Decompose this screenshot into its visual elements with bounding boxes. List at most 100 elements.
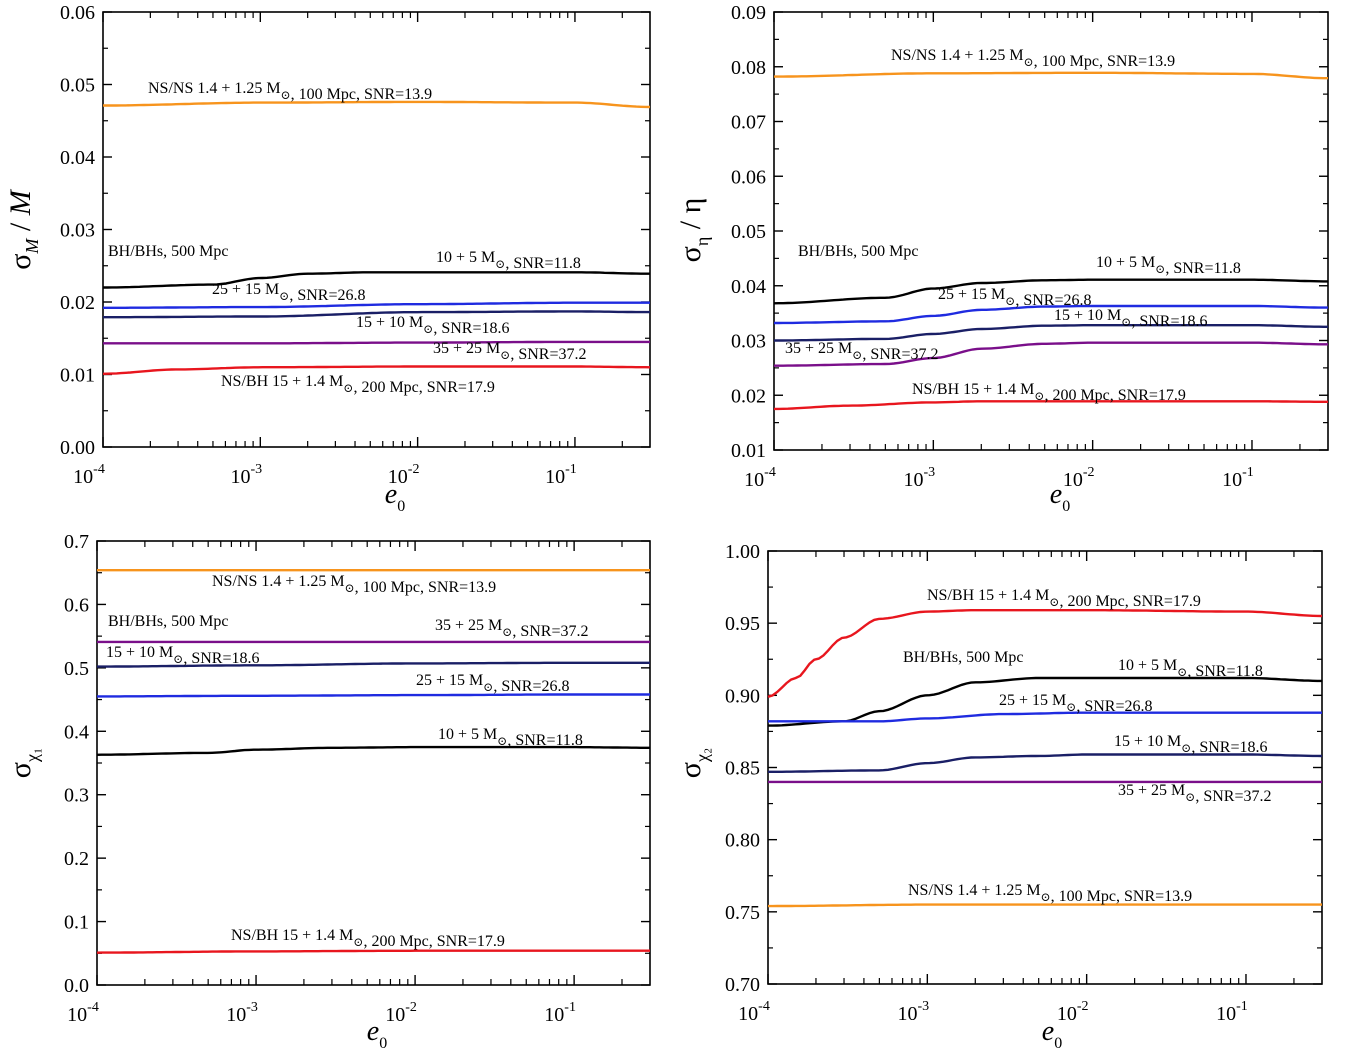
series-label-purple: 35 + 25 M⊙, SNR=37.2 xyxy=(1118,782,1271,805)
group-annotation: BH/BHs, 500 Mpc xyxy=(798,243,918,260)
series-line-red xyxy=(96,949,650,954)
y-tick-label: 0.4 xyxy=(64,721,89,743)
group-annotation: BH/BHs, 500 Mpc xyxy=(903,649,1023,666)
x-axis-label: e0 xyxy=(367,1016,387,1052)
y-axis-label: σχ₁ xyxy=(4,748,42,778)
series-line-black xyxy=(103,271,650,289)
x-tick-label: 10-3 xyxy=(897,999,929,1025)
series-label-navy: 15 + 10 M⊙, SNR=18.6 xyxy=(106,644,259,667)
series-line-black xyxy=(96,745,650,756)
y-axis-label: σχ₂ xyxy=(674,748,712,778)
series-line-orange xyxy=(103,100,651,109)
y-tick-label: 0.2 xyxy=(64,848,89,870)
plot-frame xyxy=(96,540,651,986)
series-line-black xyxy=(768,676,1322,727)
x-tick-label: 10-2 xyxy=(388,462,420,488)
y-tick-label: 0.5 xyxy=(64,658,89,680)
y-tick-label: 0.08 xyxy=(731,57,766,79)
series-line-navy xyxy=(768,753,1323,773)
series-label-purple: 35 + 25 M⊙, SNR=37.2 xyxy=(435,617,588,640)
series-label-navy: 15 + 10 M⊙, SNR=18.6 xyxy=(1054,307,1207,330)
series-label-navy: 15 + 10 M⊙, SNR=18.6 xyxy=(356,314,509,337)
series-label-black: 10 + 5 M⊙, SNR=11.8 xyxy=(1118,657,1263,680)
series-label-orange: NS/NS 1.4 + 1.25 M⊙, 100 Mpc, SNR=13.9 xyxy=(908,882,1192,905)
x-tick-label: 10-1 xyxy=(1222,465,1254,491)
series-line-purple xyxy=(774,341,1328,367)
series-line-blue xyxy=(103,301,650,309)
x-tick-label: 10-4 xyxy=(67,1000,99,1026)
series-line-purple xyxy=(103,340,650,345)
series-line-red xyxy=(774,400,1328,411)
y-tick-label: 0.02 xyxy=(731,385,766,407)
series-label-purple: 35 + 25 M⊙, SNR=37.2 xyxy=(785,340,938,363)
panel-top-right: 0.01 0.02 0.03 0.04 0.05 0.06 0.07 0.08 0.09 10-4… xyxy=(674,2,1329,515)
x-tick-label: 10-4 xyxy=(738,999,770,1025)
y-tick-label: 0.95 xyxy=(725,613,760,635)
y-tick-label: 0.05 xyxy=(60,75,95,97)
y-tick-label: 0.05 xyxy=(731,221,766,243)
x-axis-label: e0 xyxy=(385,479,405,515)
y-tick-label: 0.09 xyxy=(731,2,766,24)
series-label-red: NS/BH 15 + 1.4 M⊙, 200 Mpc, SNR=17.9 xyxy=(927,587,1201,610)
series-label-red: NS/BH 15 + 1.4 M⊙, 200 Mpc, SNR=17.9 xyxy=(912,381,1186,404)
series-label-blue: 25 + 15 M⊙, SNR=26.8 xyxy=(999,692,1152,715)
series-line-blue xyxy=(768,711,1322,723)
x-tick-label: 10-3 xyxy=(226,1000,258,1026)
x-tick-label: 10-4 xyxy=(73,462,105,488)
series-label-black: 10 + 5 M⊙, SNR=11.8 xyxy=(1096,254,1241,277)
group-annotation: BH/BHs, 500 Mpc xyxy=(108,613,228,630)
series-label-orange: NS/NS 1.4 + 1.25 M⊙, 100 Mpc, SNR=13.9 xyxy=(891,47,1175,70)
y-tick-label: 0.90 xyxy=(725,685,760,707)
y-tick-label: 0.04 xyxy=(60,147,95,169)
y-tick-label: 0.04 xyxy=(731,276,766,298)
series-line-black xyxy=(773,278,1328,305)
y-tick-label: 0.03 xyxy=(731,331,766,353)
y-tick-label: 0.1 xyxy=(64,912,89,934)
y-tick-label: 0.75 xyxy=(725,902,760,924)
series-line-blue xyxy=(97,693,650,698)
series-line-red xyxy=(767,609,1323,698)
x-tick-label: 10-1 xyxy=(544,1000,576,1026)
series-line-blue xyxy=(774,304,1328,325)
y-tick-label: 0.01 xyxy=(731,440,766,462)
series-label-black: 10 + 5 M⊙, SNR=11.8 xyxy=(436,249,581,272)
y-tick-label: 0.07 xyxy=(731,112,766,134)
series-line-navy xyxy=(774,324,1328,342)
y-axis-label: ση / η xyxy=(674,198,712,263)
x-tick-label: 10-3 xyxy=(903,465,935,491)
series-label-red: NS/BH 15 + 1.4 M⊙, 200 Mpc, SNR=17.9 xyxy=(221,373,495,396)
x-tick-label: 10-2 xyxy=(1063,465,1095,491)
panel-bottom-left: 0.0 0.1 0.2 0.3 0.4 0.5 0.6 0.7 10-4 10-3 10-2 10-1… xyxy=(4,531,651,1052)
x-tick-label: 10-4 xyxy=(744,465,776,491)
series-label-orange: NS/NS 1.4 + 1.25 M⊙, 100 Mpc, SNR=13.9 xyxy=(148,80,432,103)
y-tick-label: 0.7 xyxy=(64,531,89,553)
y-tick-label: 0.70 xyxy=(725,974,760,996)
series-line-orange xyxy=(768,903,1322,908)
series-label-red: NS/BH 15 + 1.4 M⊙, 200 Mpc, SNR=17.9 xyxy=(231,927,505,950)
series-label-blue: 25 + 15 M⊙, SNR=26.8 xyxy=(212,281,365,304)
panel-bottom-right: 0.70 0.75 0.80 0.85 0.90 0.95 1.00 10-4 10-3 10-2… xyxy=(674,541,1323,1052)
y-tick-label: 0.80 xyxy=(725,830,760,852)
x-axis-label: e0 xyxy=(1050,479,1070,515)
x-tick-label: 10-2 xyxy=(1057,999,1089,1025)
y-tick-label: 0.06 xyxy=(731,166,766,188)
series-line-orange xyxy=(774,71,1328,80)
x-tick-label: 10-1 xyxy=(1216,999,1248,1025)
y-tick-label: 0.03 xyxy=(60,220,95,242)
x-axis-label: e0 xyxy=(1042,1016,1062,1052)
y-tick-label: 0.02 xyxy=(60,292,95,314)
y-tick-label: 0.3 xyxy=(64,785,89,807)
y-tick-label: 0.00 xyxy=(60,437,95,459)
series-line-navy xyxy=(103,310,650,319)
y-tick-label: 1.00 xyxy=(725,541,760,563)
plot-frame xyxy=(773,11,1329,451)
y-tick-label: 0.6 xyxy=(64,594,89,616)
group-annotation: BH/BHs, 500 Mpc xyxy=(108,243,228,260)
x-tick-label: 10-3 xyxy=(230,462,262,488)
series-label-black: 10 + 5 M⊙, SNR=11.8 xyxy=(438,726,583,749)
series-label-purple: 35 + 25 M⊙, SNR=37.2 xyxy=(433,340,586,363)
series-label-blue: 25 + 15 M⊙, SNR=26.8 xyxy=(938,286,1091,309)
y-tick-label: 0.85 xyxy=(725,758,760,780)
plot-frame xyxy=(767,550,1323,985)
